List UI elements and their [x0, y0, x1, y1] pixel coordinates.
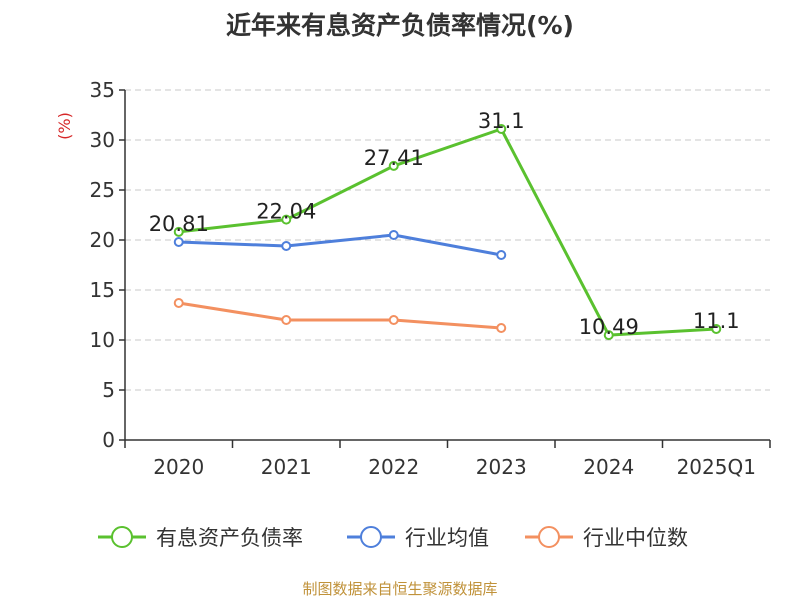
data-point: [388, 160, 399, 171]
legend: 有息资产负债率 行业均值 行业中位数: [98, 526, 688, 550]
data-point: [281, 214, 292, 225]
data-label: 10.49: [579, 315, 639, 339]
grid-lines: [125, 89, 770, 391]
series-line: [178, 233, 502, 257]
series-lines: [178, 127, 717, 337]
x-tick-label: 2020: [153, 455, 204, 479]
y-tick-label: 30: [90, 128, 115, 152]
data-point: [173, 226, 184, 237]
data-point: [711, 324, 722, 334]
axes: 0 5 10 15 20 25 30 35 2020 2021 2022 2023 2024 2025Q1…: [55, 78, 771, 479]
data-point: [496, 323, 507, 333]
y-tick-label: 10: [90, 328, 115, 352]
data-point: [496, 124, 507, 134]
data-point: [173, 237, 184, 247]
x-tick-label: 2025Q1: [677, 455, 756, 479]
data-label: 31.1: [478, 109, 525, 133]
y-tick-label: 25: [90, 178, 115, 202]
data-label: 20.81: [149, 212, 209, 236]
data-point: [388, 230, 399, 240]
series-points: [173, 124, 722, 341]
legend-marker: [111, 526, 133, 548]
series-line: [178, 127, 717, 337]
y-tick-label: 0: [102, 428, 115, 452]
x-tick-label: 2023: [476, 455, 527, 479]
legend-label: 行业中位数: [583, 526, 688, 550]
data-point: [388, 315, 399, 325]
legend-marker: [538, 526, 560, 548]
data-point: [173, 298, 184, 308]
y-axis-label: (%): [55, 112, 74, 140]
chart-title: 近年来有息资产负债率情况(%): [226, 11, 574, 40]
y-tick-label: 5: [102, 378, 115, 402]
x-tick-label: 2021: [261, 455, 312, 479]
source-note: 制图数据来自恒生聚源数据库: [302, 580, 498, 598]
legend-label: 有息资产负债率: [156, 526, 303, 550]
data-label: 11.1: [693, 309, 740, 333]
data-point: [603, 330, 614, 341]
x-tick-label: 2022: [368, 455, 419, 479]
y-tick-label: 35: [90, 78, 115, 102]
y-tick-label: 20: [90, 228, 115, 252]
data-point: [281, 315, 292, 325]
data-label: 22.04: [256, 200, 316, 224]
data-labels: 20.81 22.04 27.41 31.1 10.49 11.1: [149, 109, 740, 339]
data-point: [496, 250, 507, 260]
series-line: [178, 301, 502, 330]
y-tick-label: 15: [90, 278, 115, 302]
x-tick-label: 2024: [583, 455, 634, 479]
legend-label: 行业均值: [405, 526, 489, 550]
data-label: 27.41: [364, 146, 424, 170]
data-point: [281, 241, 292, 251]
legend-marker: [360, 526, 382, 548]
